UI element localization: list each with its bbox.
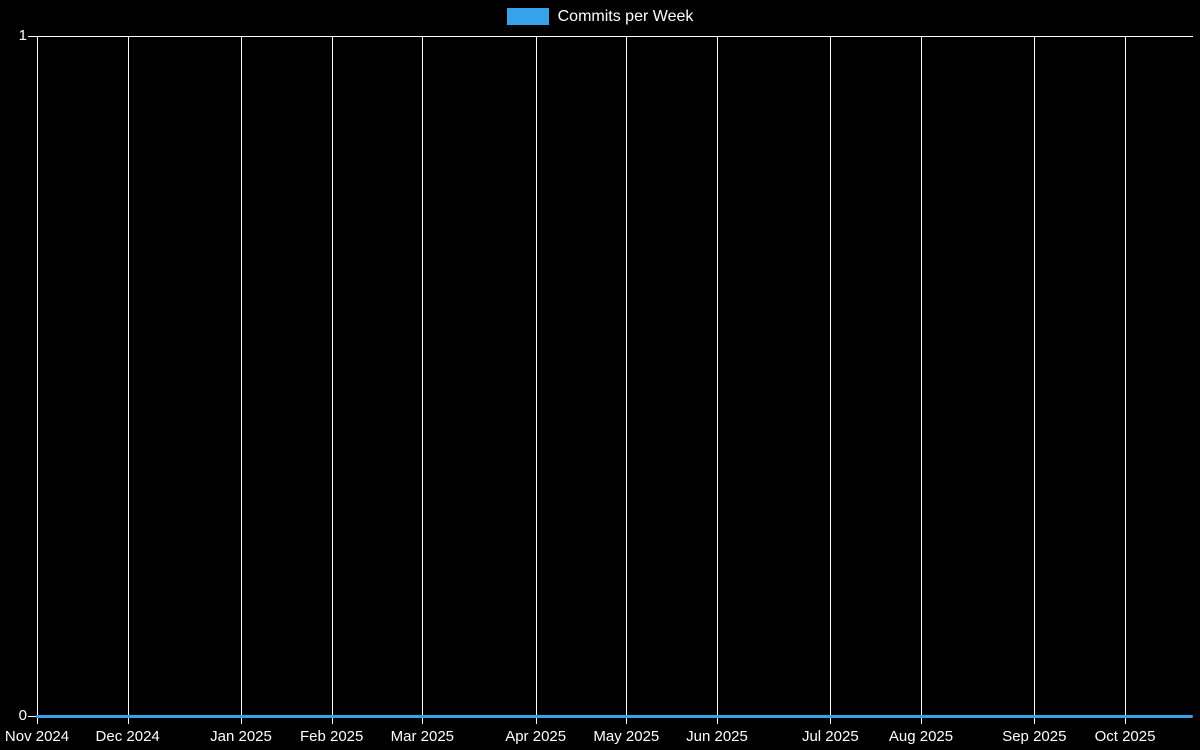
legend-label: Commits per Week	[557, 7, 694, 25]
month-gridline	[1125, 36, 1126, 724]
chart-legend: Commits per Week	[0, 6, 1200, 26]
x-tick-label: Mar 2025	[390, 728, 455, 745]
month-gridline	[331, 36, 333, 724]
x-tick-label: Aug 2025	[888, 728, 954, 745]
x-tick-label: Jan 2025	[210, 728, 272, 745]
month-gridline	[626, 36, 628, 724]
x-tick-label: Oct 2025	[1094, 728, 1156, 745]
x-tick-label: Nov 2024	[4, 728, 70, 745]
month-gridline	[127, 36, 129, 724]
x-tick-label: May 2025	[593, 728, 660, 745]
x-tick-label: Dec 2024	[95, 728, 160, 745]
month-gridline	[535, 36, 537, 724]
month-gridline	[921, 36, 922, 724]
y-tick-label: 0	[18, 707, 27, 724]
month-gridline	[1034, 36, 1036, 724]
month-gridline	[422, 36, 424, 724]
commits-series-line	[36, 715, 1193, 718]
month-gridline	[830, 36, 832, 724]
x-tick-label: Jun 2025	[686, 728, 748, 745]
month-gridline	[37, 36, 38, 724]
plot-area: Nov 2024 Dec 2024 Jan 2025 Feb 2025 Mar 2025…	[5, 36, 1193, 745]
legend-swatch-icon	[506, 7, 549, 25]
month-gridline	[241, 36, 242, 724]
x-tick-label: Apr 2025	[505, 728, 567, 745]
month-gridline	[717, 36, 718, 724]
x-tick-label: Feb 2025	[299, 728, 364, 745]
top-gridline	[28, 36, 1193, 37]
x-tick-label: Jul 2025	[801, 728, 859, 745]
y-tick-label: 1	[18, 27, 27, 44]
y-axis-zero-tick	[28, 716, 37, 717]
x-tick-label: Sep 2025	[1002, 728, 1067, 745]
